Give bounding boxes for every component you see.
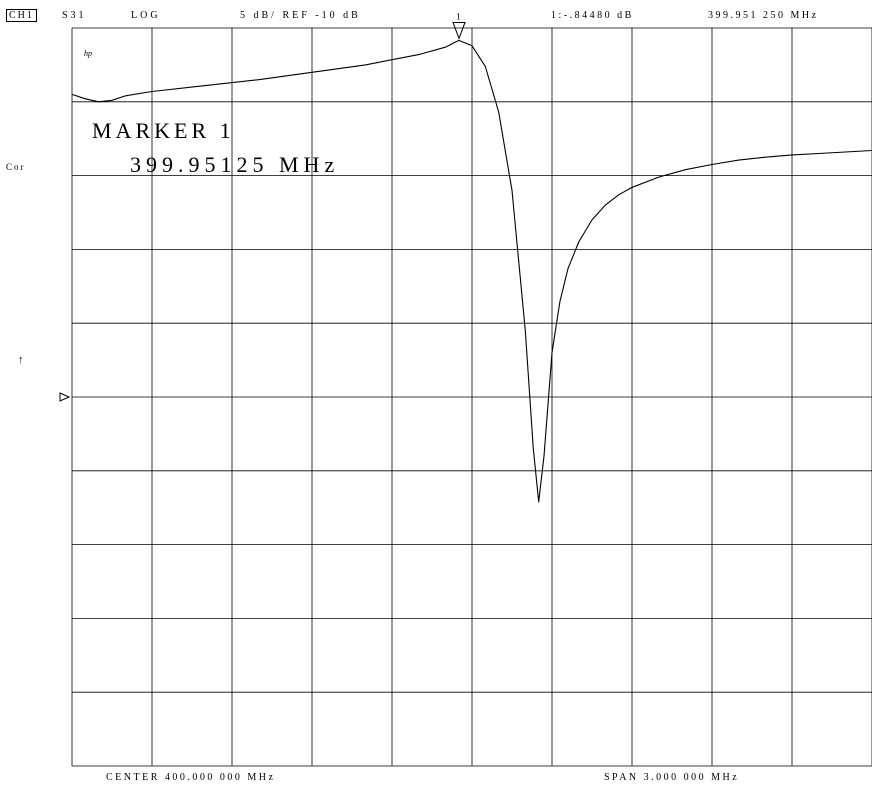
center-frequency-label: CENTER 400.000 000 MHz bbox=[106, 772, 276, 783]
reference-level-icon bbox=[59, 392, 71, 402]
format-label: LOG bbox=[131, 10, 161, 21]
hp-logo: hp bbox=[84, 49, 92, 58]
trace-s31 bbox=[71, 39, 872, 503]
marker-1-number: 1 bbox=[456, 11, 461, 21]
marker-title: MARKER 1 bbox=[92, 118, 235, 143]
up-arrow-icon: ↑ bbox=[18, 354, 24, 366]
marker-1-icon bbox=[452, 21, 466, 40]
marker-frequency-text: 399.95125 MHz bbox=[130, 152, 339, 177]
plot-annotations: hp MARKER 1 399.95125 MHz bbox=[59, 49, 339, 402]
channel-label: CH1 bbox=[6, 9, 37, 22]
marker-frequency-readout: 399.951 250 MHz bbox=[708, 10, 819, 21]
span-label: SPAN 3.000 000 MHz bbox=[604, 772, 740, 783]
correction-indicator: Cor bbox=[6, 162, 26, 172]
parameter-label: S31 bbox=[62, 10, 87, 21]
marker-readout: 1:-.84480 dB bbox=[551, 10, 634, 21]
scale-label: 5 dB/ REF -10 dB bbox=[240, 10, 361, 21]
graticule bbox=[71, 27, 872, 767]
